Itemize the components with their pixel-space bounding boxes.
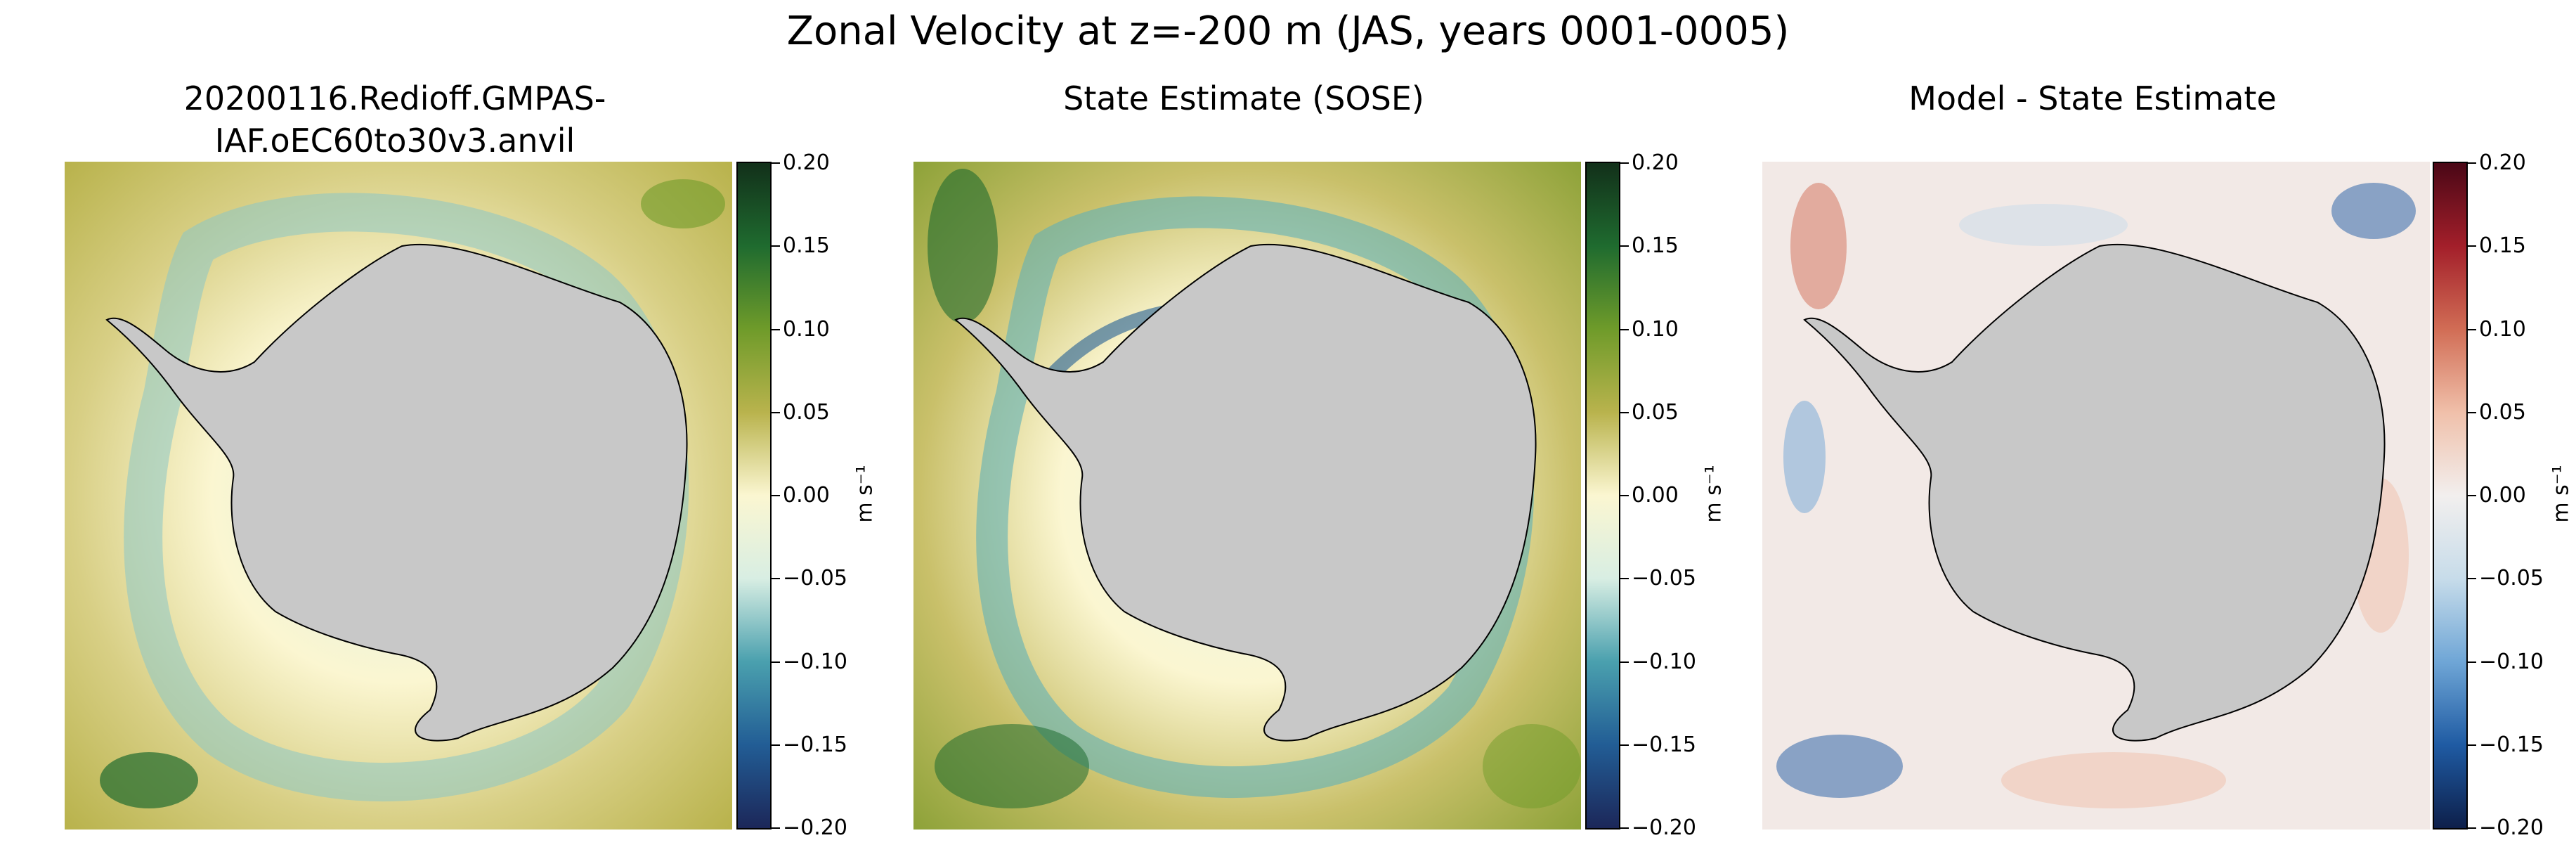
- colorbar-tick-mark: [2468, 578, 2476, 580]
- colorbar-tick-mark: [772, 495, 780, 496]
- colorbar-tick-mark: [2468, 827, 2476, 829]
- colorbar-tick-mark: [2468, 661, 2476, 663]
- circumpolar-current-band: [976, 196, 1535, 798]
- colorbar-tick-label: 0.20: [783, 150, 830, 175]
- colorbar-tick-mark: [1620, 245, 1629, 247]
- difference-anomaly: [1959, 204, 2128, 246]
- colorbar-tick-label: 0.10: [1632, 316, 1679, 342]
- colorbar-tick-mark: [2468, 328, 2476, 330]
- ocean-eddy: [928, 169, 998, 323]
- colorbar-tick-label: −0.10: [1632, 649, 1696, 674]
- colorbar-tick-mark: [2468, 162, 2476, 164]
- colorbar-tick-mark: [772, 245, 780, 247]
- colorbar-tick-mark: [772, 328, 780, 330]
- colorbar-tick-mark: [772, 744, 780, 746]
- colorbar-tick-mark: [772, 661, 780, 663]
- map-panel-difference: [1762, 162, 2430, 830]
- colorbar-tick-label: −0.05: [783, 566, 847, 591]
- colorbar-tick-label: 0.00: [2479, 483, 2526, 508]
- difference-anomaly: [1776, 735, 1903, 798]
- colorbar-tick-mark: [1620, 328, 1629, 330]
- colorbar-model: [736, 162, 772, 830]
- ocean-eddy: [100, 752, 198, 808]
- colorbar-tick-mark: [1620, 495, 1629, 496]
- colorbar-tick-label: 0.20: [1632, 150, 1679, 175]
- map-panel-model: [65, 162, 732, 830]
- panel-title-difference: Model - State Estimate: [1908, 79, 2277, 117]
- colorbar-tick-label: −0.15: [783, 732, 847, 757]
- colorbar-tick-label: 0.20: [2479, 150, 2526, 175]
- map-panel-sose: [913, 162, 1581, 830]
- colorbar-tick-mark: [1620, 744, 1629, 746]
- colorbar-tick-label: 0.15: [2479, 233, 2526, 259]
- difference-anomaly: [2001, 752, 2226, 808]
- colorbar-tick-mark: [2468, 495, 2476, 496]
- colorbar-tick-label: 0.00: [1632, 483, 1679, 508]
- colorbar-tick-mark: [1620, 162, 1629, 164]
- antarctica-land: [105, 243, 688, 742]
- difference-anomaly: [1790, 183, 1847, 309]
- panel-title-model: 20200116.Redioff.GMPAS-IAF.oEC60to30v3.a…: [183, 79, 606, 160]
- colorbar-tick-mark: [1620, 827, 1629, 829]
- ocean-eddy: [641, 179, 725, 228]
- colorbar-tick-label: −0.20: [783, 815, 847, 840]
- map-difference-svg: [1762, 162, 2430, 830]
- difference-anomaly: [2331, 183, 2416, 239]
- colorbar-tick-mark: [2468, 245, 2476, 247]
- colorbar-sose: [1585, 162, 1620, 830]
- colorbar-tick-mark: [1620, 411, 1629, 413]
- colorbar-difference: [2433, 162, 2468, 830]
- colorbar-tick-mark: [772, 827, 780, 829]
- colorbar-tick-mark: [1620, 661, 1629, 663]
- colorbar-tick-mark: [1620, 578, 1629, 580]
- colorbar-tick-label: −0.20: [1632, 815, 1696, 840]
- antarctica-land: [954, 243, 1537, 742]
- colorbar-tick-label: 0.00: [783, 483, 830, 508]
- colorbar-unit-model: m s⁻¹: [852, 465, 878, 523]
- difference-anomaly: [1783, 401, 1826, 513]
- colorbar-unit-sose: m s⁻¹: [1701, 465, 1726, 523]
- colorbar-tick-label: 0.05: [1632, 399, 1679, 425]
- colorbar-tick-label: 0.15: [783, 233, 830, 259]
- colorbar-tick-label: −0.10: [783, 649, 847, 674]
- colorbar-tick-label: −0.20: [2479, 815, 2544, 840]
- panel-title-sose: State Estimate (SOSE): [1063, 79, 1424, 117]
- colorbar-tick-label: −0.10: [2479, 649, 2544, 674]
- map-model-svg: [65, 162, 732, 830]
- ocean-eddy: [1483, 724, 1581, 808]
- circumpolar-current-band: [124, 193, 689, 801]
- figure-suptitle: Zonal Velocity at z=-200 m (JAS, years 0…: [786, 8, 1790, 54]
- colorbar-tick-label: 0.15: [1632, 233, 1679, 259]
- colorbar-tick-label: 0.05: [2479, 399, 2526, 425]
- colorbar-tick-label: −0.05: [2479, 566, 2544, 591]
- colorbar-tick-label: 0.10: [783, 316, 830, 342]
- colorbar-tick-mark: [772, 411, 780, 413]
- colorbar-tick-mark: [2468, 744, 2476, 746]
- colorbar-tick-label: −0.15: [1632, 732, 1696, 757]
- colorbar-tick-label: 0.10: [2479, 316, 2526, 342]
- ocean-eddy: [935, 724, 1089, 808]
- colorbar-tick-mark: [772, 162, 780, 164]
- colorbar-tick-mark: [2468, 411, 2476, 413]
- colorbar-tick-label: −0.15: [2479, 732, 2544, 757]
- colorbar-unit-difference: m s⁻¹: [2549, 465, 2574, 523]
- colorbar-tick-label: −0.05: [1632, 566, 1696, 591]
- colorbar-tick-mark: [772, 578, 780, 580]
- antarctica-land: [1803, 243, 2386, 742]
- colorbar-tick-label: 0.05: [783, 399, 830, 425]
- map-sose-svg: [913, 162, 1581, 830]
